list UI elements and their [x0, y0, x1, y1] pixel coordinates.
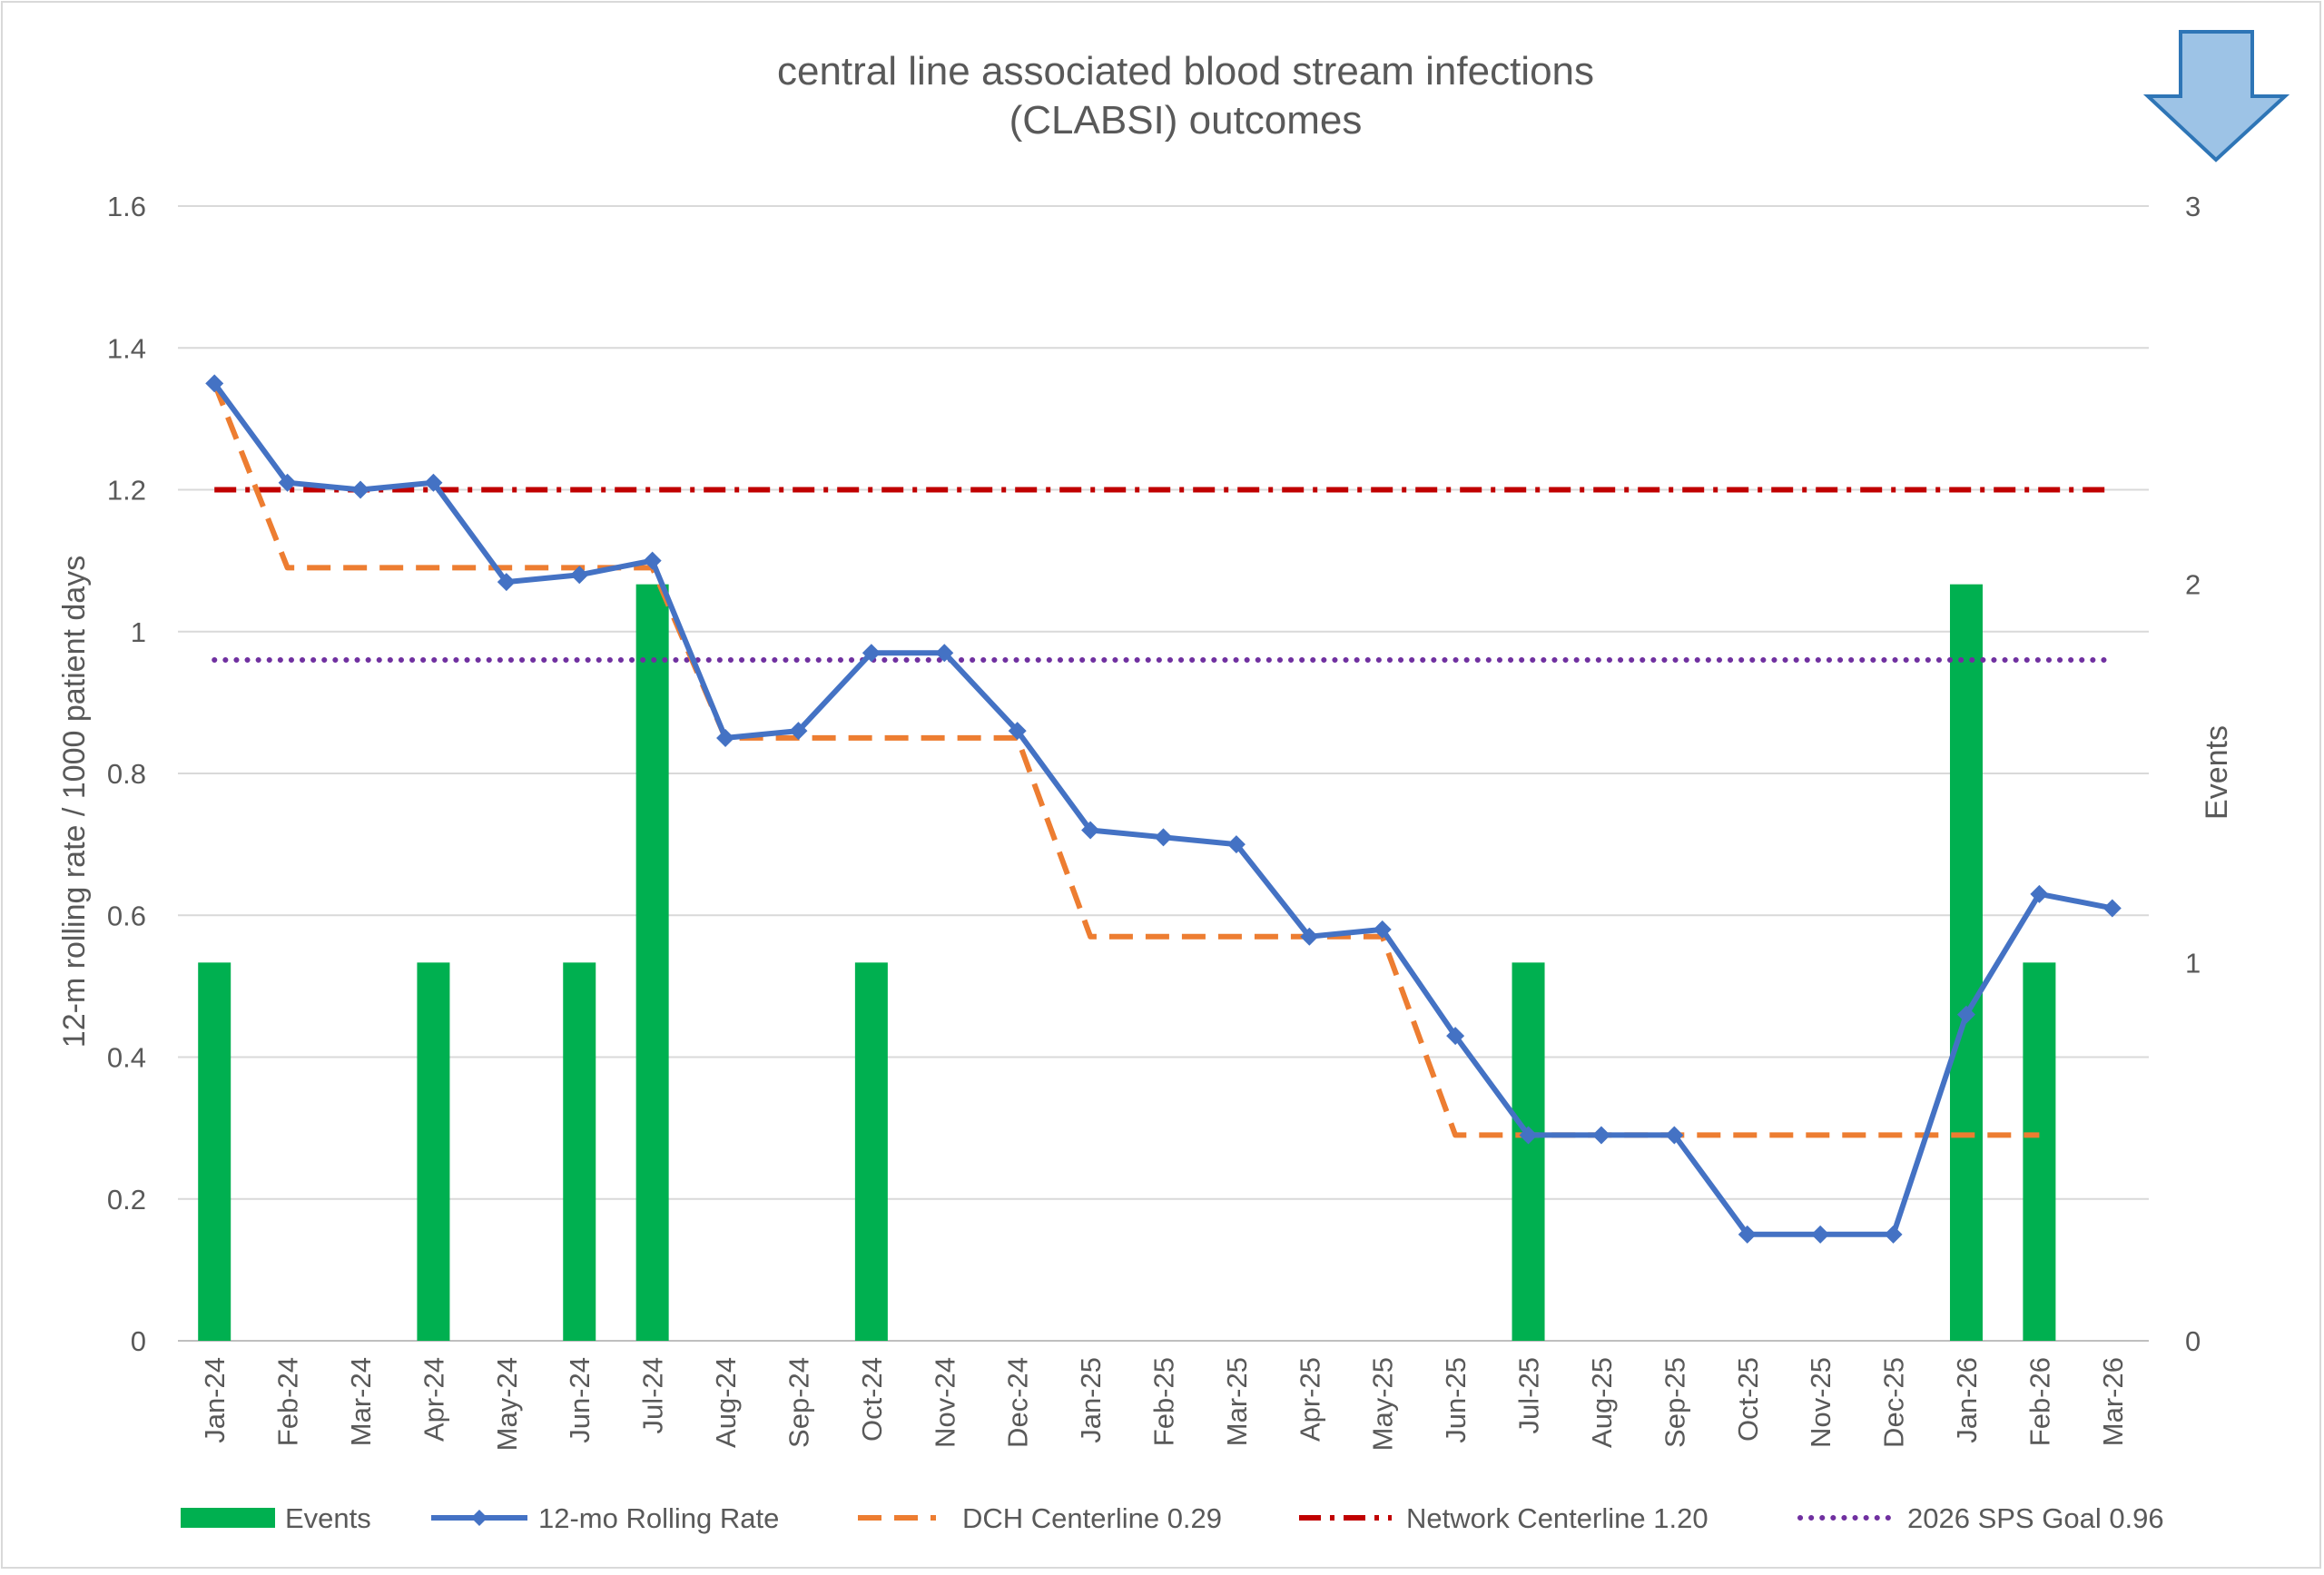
x-tick-label: Jul-25: [1513, 1357, 1545, 1433]
x-tick-label: Feb-24: [272, 1357, 304, 1446]
rolling-rate-point: [1956, 1005, 1975, 1024]
rolling-rate-point: [1884, 1225, 1903, 1244]
rolling-rate-point: [1665, 1126, 1684, 1145]
x-tick-label: Dec-25: [1878, 1357, 1910, 1448]
x-axis-ticks: Jan-24 Feb-24 Mar-24 Apr-24 May-24 Jun-24 Jul-…: [199, 1357, 2129, 1451]
left-tick-label: 1.6: [107, 191, 146, 222]
legend-label-sps-goal: 2026 SPS Goal 0.96: [1907, 1502, 2164, 1534]
x-tick-label: Oct-25: [1732, 1357, 1764, 1442]
left-tick-label: 1.2: [107, 475, 146, 507]
left-tick-label: 0.4: [107, 1042, 146, 1074]
legend: Events 12-mo Rolling Rate DCH Centerline…: [181, 1502, 2164, 1534]
rolling-rate-point: [862, 644, 881, 663]
legend-label-events: Events: [285, 1502, 371, 1534]
legend-swatch-events: [181, 1508, 275, 1528]
events-bar: [198, 962, 231, 1341]
events-bar: [1512, 962, 1545, 1341]
x-tick-label: May-25: [1367, 1357, 1399, 1451]
right-tick-label: 0: [2185, 1325, 2201, 1357]
events-bar: [417, 962, 450, 1341]
down-arrow-icon: [2142, 30, 2290, 162]
x-tick-label: Jan-25: [1075, 1357, 1107, 1443]
left-tick-label: 0.8: [107, 758, 146, 790]
rolling-rate-point: [1373, 920, 1392, 939]
events-bar: [854, 962, 888, 1341]
events-bar: [563, 962, 596, 1341]
rolling-rate-point: [716, 728, 735, 747]
rolling-rate-point: [205, 374, 224, 393]
rolling-rate-point: [570, 566, 589, 585]
rolling-rate-point: [1154, 828, 1173, 847]
legend-label-rolling-rate: 12-mo Rolling Rate: [538, 1502, 779, 1534]
left-tick-label: 0.6: [107, 900, 146, 931]
x-tick-label: Jan-24: [199, 1357, 231, 1443]
x-tick-label: Feb-26: [2024, 1357, 2055, 1446]
x-tick-label: Mar-24: [345, 1357, 377, 1446]
rolling-rate-point: [1591, 1126, 1610, 1145]
x-tick-label: Nov-24: [929, 1357, 960, 1448]
rolling-rate-point: [497, 573, 516, 592]
right-axis-ticks: 0 1 2 3: [2185, 191, 2201, 1357]
x-tick-label: Dec-24: [1002, 1357, 1034, 1448]
x-tick-label: Jul-24: [637, 1357, 669, 1433]
events-bar: [2023, 962, 2056, 1341]
x-tick-label: Jan-26: [1951, 1357, 1983, 1443]
x-tick-label: Aug-24: [710, 1357, 742, 1448]
x-tick-label: Feb-25: [1148, 1357, 1180, 1446]
rolling-rate-point: [935, 644, 954, 663]
x-tick-label: Sep-25: [1659, 1357, 1690, 1448]
rolling-rate-point: [1300, 927, 1319, 946]
x-tick-label: Apr-24: [418, 1357, 449, 1442]
rolling-rate-point: [424, 473, 443, 492]
rolling-rate-point: [351, 480, 370, 499]
rolling-rate-point: [789, 722, 808, 741]
rolling-rate-point: [1446, 1027, 1465, 1046]
left-axis-ticks: 0 0.2 0.4 0.6 0.8 1 1.2 1.4 1.6: [107, 191, 146, 1357]
events-bar: [635, 584, 669, 1341]
rolling-rate-point: [1519, 1126, 1538, 1145]
events-bar: [1949, 584, 1983, 1341]
clabsi-chart: central line associated blood stream inf…: [57, 30, 2290, 1534]
left-tick-label: 0: [131, 1325, 146, 1357]
x-tick-label: Sep-24: [783, 1357, 814, 1448]
x-tick-label: Jun-25: [1440, 1357, 1472, 1443]
x-tick-label: Nov-25: [1805, 1357, 1837, 1448]
x-tick-label: Aug-25: [1586, 1357, 1618, 1448]
rolling-rate-point: [278, 473, 297, 492]
series-line-dch-centerline-0-29: [212, 382, 2040, 1138]
x-tick-label: Oct-24: [856, 1357, 888, 1442]
rolling-rate-point: [1811, 1225, 1830, 1244]
x-tick-label: Jun-24: [564, 1357, 596, 1443]
rolling-rate-point: [2030, 884, 2049, 903]
left-axis-title: 12-m rolling rate / 1000 patient days: [57, 556, 92, 1048]
left-tick-label: 1.4: [107, 332, 146, 364]
left-tick-label: 0.2: [107, 1184, 146, 1216]
series-line-12-mo-rolling-rate: [212, 381, 2113, 1237]
x-tick-label: Mar-26: [2097, 1357, 2129, 1446]
legend-marker-rolling-rate: [471, 1510, 487, 1526]
series-lines: [205, 374, 2122, 1244]
x-tick-label: May-24: [491, 1357, 523, 1451]
rolling-rate-point: [1081, 821, 1100, 840]
right-tick-label: 3: [2185, 191, 2201, 222]
rolling-rate-point: [1008, 722, 1027, 741]
legend-label-network-centerline: Network Centerline 1.20: [1406, 1502, 1709, 1534]
rolling-rate-point: [1226, 835, 1246, 854]
legend-label-dch-centerline: DCH Centerline 0.29: [962, 1502, 1222, 1534]
x-tick-label: Mar-25: [1221, 1357, 1253, 1446]
rolling-rate-point: [643, 551, 662, 570]
rolling-rate-point: [2102, 899, 2122, 918]
right-tick-label: 1: [2185, 947, 2201, 979]
left-tick-label: 1: [131, 616, 146, 648]
chart-title-line-2: (CLABSI) outcomes: [1009, 98, 1363, 143]
rolling-rate-point: [1738, 1225, 1757, 1244]
gridlines: [178, 205, 2149, 1342]
right-axis-title: Events: [2200, 725, 2234, 820]
x-tick-label: Apr-25: [1294, 1357, 1325, 1442]
chart-title-line-1: central line associated blood stream inf…: [777, 49, 1594, 94]
right-tick-label: 2: [2185, 569, 2201, 601]
events-bars: [198, 584, 2056, 1341]
